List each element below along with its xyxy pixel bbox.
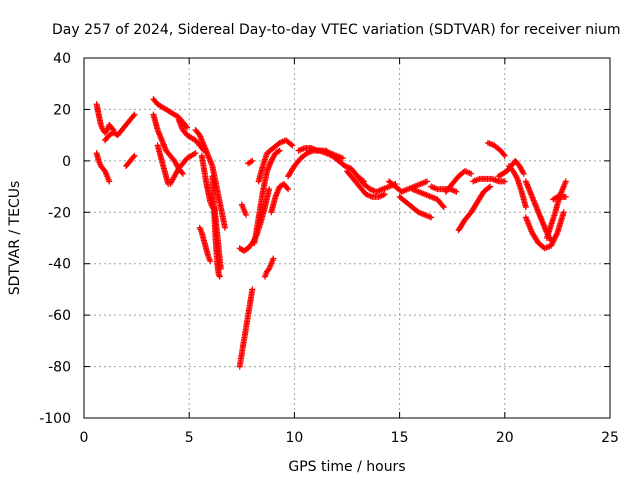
data-point [276, 147, 283, 154]
data-point [270, 255, 277, 262]
data-point [249, 157, 256, 164]
series-arc-22 [255, 137, 296, 185]
y-tick-label: 20 [53, 102, 71, 118]
data-point [500, 151, 507, 158]
data-point [178, 169, 185, 176]
data-point [289, 142, 296, 149]
series-arc-38 [522, 178, 555, 244]
series-arc-04 [123, 152, 138, 169]
series-arc-35 [484, 139, 508, 159]
series-arc-34 [470, 175, 508, 185]
series-arc-33 [455, 183, 494, 234]
x-tick-label: 25 [601, 430, 619, 446]
data-point [131, 152, 138, 159]
data-point [440, 204, 447, 211]
series-arc-08 [167, 150, 199, 187]
data-point [423, 178, 430, 185]
data-point [179, 170, 186, 177]
x-tick-label: 5 [185, 430, 194, 446]
series-arc-36 [495, 157, 527, 180]
series-arc-41 [550, 193, 569, 203]
axes: 0 5 10 15 20 25 -100 -80 -60 -40 -20 0 20 40 [39, 51, 619, 446]
y-tick-label: -80 [48, 360, 71, 376]
data-point [501, 178, 508, 185]
series-arc-18 [245, 157, 256, 167]
data-point [285, 186, 292, 193]
y-tick-label: 40 [53, 51, 71, 67]
data-point [439, 202, 446, 209]
data-point [130, 112, 137, 119]
data-point [381, 191, 388, 198]
data-point [192, 150, 199, 157]
series-arc-01 [93, 101, 117, 136]
series-arc-21 [268, 181, 292, 216]
data-point [184, 124, 191, 131]
series-arc-10 [192, 127, 228, 231]
data-point [522, 204, 529, 211]
data-point [520, 170, 527, 177]
data-point [501, 152, 508, 159]
y-tick-label: -20 [48, 205, 71, 221]
data-point [266, 186, 273, 193]
x-tick-label: 0 [80, 430, 89, 446]
chart-title: Day 257 of 2024, Sidereal Day-to-day VTE… [52, 22, 621, 38]
data-point [130, 154, 137, 160]
y-axis-title: SDTVAR / TECUs [7, 181, 23, 296]
data-point [284, 184, 291, 191]
series-arc-15 [236, 286, 256, 370]
data-point [485, 184, 492, 191]
data-point [468, 170, 475, 177]
series-arc-31 [428, 183, 460, 195]
series-arc-02 [93, 150, 113, 185]
series-arc-17 [238, 201, 250, 218]
series-arc-39 [522, 209, 567, 252]
data-point [562, 193, 569, 200]
data-point [106, 178, 113, 185]
data-point [221, 224, 228, 231]
data-point [131, 111, 138, 118]
data-point [453, 188, 460, 195]
data-point [487, 183, 494, 190]
data-point [428, 214, 435, 221]
y-tick-label: -60 [48, 308, 71, 324]
data-point [243, 211, 250, 218]
series-arc-29 [396, 193, 435, 221]
y-tick-label: 0 [62, 154, 71, 170]
series-arc-11 [196, 224, 214, 265]
data-point [207, 258, 214, 265]
data-marks [93, 96, 569, 370]
x-tick-label: 15 [391, 430, 409, 446]
series-arc-03 [102, 111, 138, 144]
series-arc-14 [211, 204, 224, 272]
series-arc-19 [251, 147, 283, 247]
series-arc-37 [506, 163, 529, 211]
data-point [339, 155, 346, 162]
data-point [562, 178, 569, 185]
x-tick-label: 20 [496, 430, 514, 446]
y-tick-label: -100 [39, 411, 71, 427]
data-point [288, 141, 295, 148]
series-arc-06 [150, 111, 186, 177]
series-arc-32 [442, 168, 475, 195]
data-point [265, 267, 272, 274]
series-arc-20 [261, 255, 277, 280]
data-point [217, 265, 224, 272]
y-tick-label: -40 [48, 257, 71, 273]
data-point [100, 166, 107, 173]
x-axis-title: GPS time / hours [288, 459, 405, 475]
grid [84, 58, 610, 418]
data-point [560, 209, 567, 216]
data-point [103, 128, 110, 135]
data-point [249, 286, 256, 293]
x-tick-label: 10 [285, 430, 303, 446]
series-arc-30 [409, 186, 447, 211]
plot-frame [83, 57, 611, 419]
series-arc-26 [344, 168, 388, 200]
data-point [216, 273, 223, 280]
